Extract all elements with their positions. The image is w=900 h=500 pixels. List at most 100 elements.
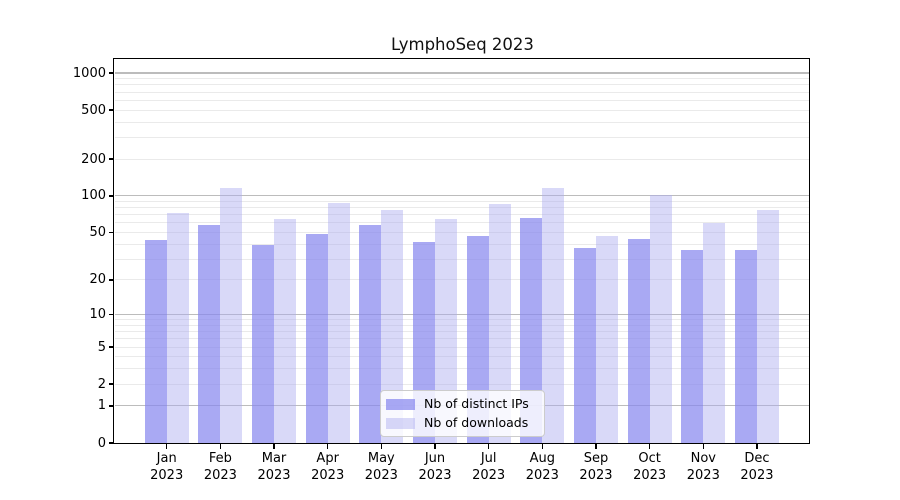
bar-downloads-dec <box>756 210 779 443</box>
x-axis-tick-label-jul: Jul 2023 <box>472 451 506 483</box>
legend-swatch-distinct-ips <box>386 398 415 410</box>
gridline-minor <box>115 319 810 321</box>
bar-distinct-ips-nov <box>681 249 704 443</box>
bar-distinct-ips-dec <box>734 249 757 443</box>
y-axis-tick-label: 10 <box>89 307 106 323</box>
y-axis-tick <box>109 231 114 234</box>
y-axis-tick <box>109 158 114 160</box>
bar-distinct-ips-oct <box>627 239 650 443</box>
y-axis-tick-label: 200 <box>81 151 106 167</box>
bar-distinct-ips-may <box>359 224 382 443</box>
gridline-minor <box>115 231 810 233</box>
gridline-minor <box>115 99 810 101</box>
gridline-minor <box>115 338 810 340</box>
gridline-minor <box>115 84 810 86</box>
bar-downloads-aug <box>542 187 565 443</box>
bar-distinct-ips-feb <box>198 224 221 443</box>
x-axis-tick <box>166 444 168 449</box>
gridline-minor <box>115 78 810 80</box>
bar-distinct-ips-apr <box>305 233 328 443</box>
y-axis-tick-label: 50 <box>89 224 106 240</box>
gridline-minor <box>115 368 810 370</box>
bar-distinct-ips-jan <box>144 240 167 443</box>
x-axis-tick <box>434 444 436 449</box>
x-axis-tick <box>380 444 383 449</box>
bar-distinct-ips-sep <box>573 248 596 443</box>
gridline-minor <box>115 121 810 123</box>
gridline-major <box>115 313 810 316</box>
gridline-minor <box>115 200 810 202</box>
x-axis-tick <box>648 444 651 449</box>
legend-swatch-downloads <box>386 417 415 429</box>
x-axis-tick <box>541 444 543 449</box>
gridline-minor <box>115 258 810 260</box>
y-axis-tick <box>109 383 114 385</box>
y-axis-tick <box>109 109 114 111</box>
y-axis-tick-label: 20 <box>89 272 106 288</box>
bar-downloads-jul <box>488 204 511 443</box>
y-axis-tick <box>109 313 114 316</box>
bar-downloads-nov <box>703 222 726 443</box>
legend-item-downloads: Nb of downloads <box>386 416 538 430</box>
legend: Nb of distinct IPs Nb of downloads <box>380 390 545 437</box>
x-axis-tick-label-dec: Dec 2023 <box>740 451 774 483</box>
bar-downloads-sep <box>595 235 618 443</box>
gridline-minor <box>115 214 810 216</box>
y-axis-tick <box>109 405 114 407</box>
y-axis-tick <box>109 72 114 74</box>
y-axis-tick <box>109 279 114 281</box>
x-axis-tick-label-apr: Apr 2023 <box>311 451 345 483</box>
gridline-minor <box>115 243 810 245</box>
y-axis-tick-label: 5 <box>97 339 106 355</box>
x-axis-tick <box>595 444 597 449</box>
x-axis-tick-label-may: May 2023 <box>364 451 398 483</box>
bar-downloads-feb <box>220 187 243 443</box>
x-axis-tick <box>219 444 222 449</box>
y-axis-tick-label: 100 <box>81 188 106 204</box>
y-axis-tick-label: 1 <box>97 398 106 414</box>
x-axis-tick <box>756 444 758 449</box>
gridline-minor <box>115 136 810 138</box>
y-axis-tick-label: 500 <box>81 102 106 118</box>
y-axis-tick <box>109 442 114 444</box>
gridline-minor <box>115 383 810 385</box>
bar-downloads-jan <box>166 213 189 443</box>
bar-distinct-ips-aug <box>520 217 543 443</box>
legend-label-downloads: Nb of downloads <box>424 415 529 430</box>
legend-item-distinct-ips: Nb of distinct IPs <box>386 397 538 411</box>
chart-title: LymphoSeq 2023 <box>391 35 534 54</box>
x-axis-tick <box>487 444 490 449</box>
gridline-minor <box>115 207 810 209</box>
legend-label-distinct-ips: Nb of distinct IPs <box>424 396 529 411</box>
bar-downloads-apr <box>327 203 350 443</box>
gridline-minor <box>115 279 810 281</box>
y-axis-tick-label: 2 <box>97 376 106 392</box>
gridline-major <box>115 72 810 74</box>
bar-downloads-mar <box>274 218 297 443</box>
x-axis-tick <box>326 444 329 449</box>
gridline-minor <box>115 222 810 224</box>
gridline-major <box>115 195 810 197</box>
x-axis-tick-label-oct: Oct 2023 <box>633 451 667 483</box>
bar-downloads-oct <box>649 195 672 443</box>
x-axis-tick-label-sep: Sep 2023 <box>579 451 613 483</box>
bar-downloads-may <box>381 209 404 443</box>
gridline-minor <box>115 324 810 326</box>
x-axis-tick-label-mar: Mar 2023 <box>257 451 291 483</box>
bar-downloads-jun <box>435 219 457 443</box>
x-axis-tick-label-jan: Jan 2023 <box>150 451 184 483</box>
x-axis-tick-label-nov: Nov 2023 <box>686 451 720 483</box>
gridline-minor <box>115 158 810 160</box>
gridline-minor <box>115 356 810 358</box>
gridline-minor <box>115 331 810 333</box>
x-axis-tick-label-aug: Aug 2023 <box>525 451 559 483</box>
bar-distinct-ips-mar <box>252 245 275 443</box>
gridline-minor <box>115 346 810 348</box>
x-axis-tick <box>702 444 704 449</box>
y-axis-tick <box>109 195 114 197</box>
gridline-minor <box>115 109 810 111</box>
x-axis-tick-label-jun: Jun 2023 <box>418 451 452 483</box>
x-axis-tick-label-feb: Feb 2023 <box>203 451 237 483</box>
y-axis-tick <box>109 346 114 348</box>
